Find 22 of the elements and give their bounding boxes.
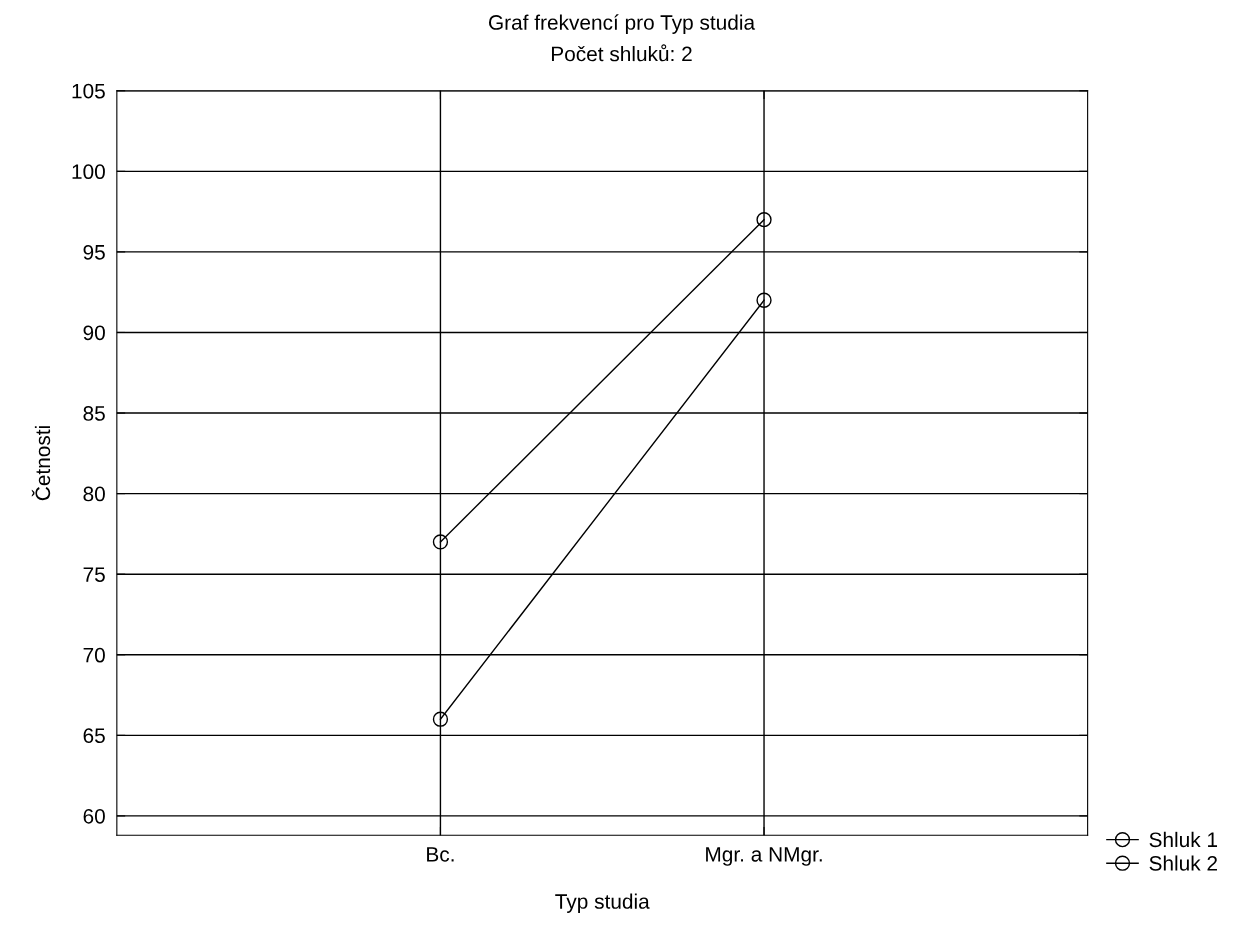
y-tick-label: 80	[83, 486, 105, 502]
point	[756, 292, 772, 308]
y-tick-label: 95	[83, 244, 105, 260]
point	[432, 534, 449, 550]
y-tick-label: 105	[72, 83, 105, 99]
y-tick-label: 60	[83, 808, 105, 824]
y-tick-label: 70	[83, 647, 105, 663]
x-axis-title: Typ studia	[555, 893, 650, 913]
y-tick-label: 65	[83, 728, 105, 744]
legend-label: Shluk 2	[1149, 855, 1217, 871]
y-tick-label: 75	[83, 567, 105, 582]
y-tick-label: 90	[83, 325, 105, 341]
y-tick-label: 85	[83, 406, 105, 421]
point	[756, 212, 772, 228]
point	[432, 711, 449, 727]
y-tick-label: 100	[72, 164, 105, 180]
y-axis-title: Četnosti	[31, 426, 51, 501]
chart-subtitle: Počet shluků: 2	[551, 44, 692, 62]
chart-title: Graf frekvencí pro Typ studia	[489, 14, 756, 34]
legend-label: Shluk 1	[1149, 831, 1218, 848]
x-tick-label: Bc.	[427, 847, 454, 862]
x-tick-label: Mgr. a NMgr.	[706, 847, 822, 866]
